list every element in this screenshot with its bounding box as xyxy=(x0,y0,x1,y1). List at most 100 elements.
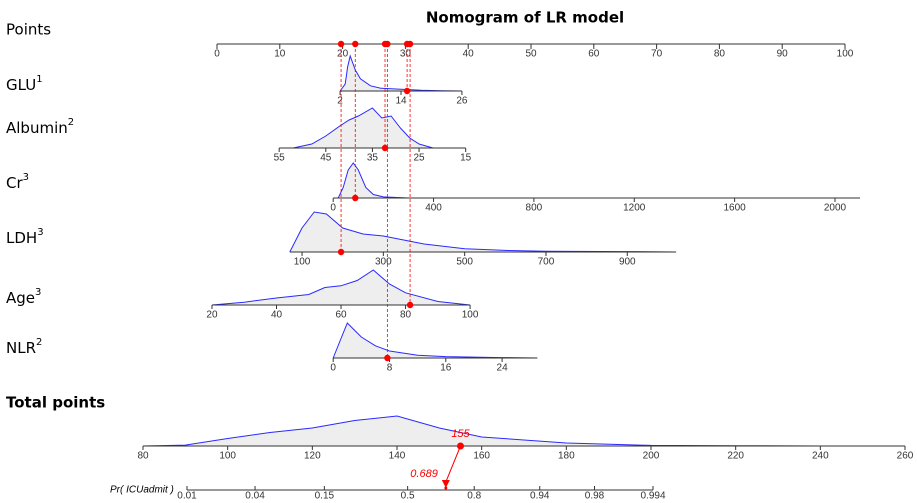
probability-marker xyxy=(444,486,448,490)
variable-name: Age xyxy=(6,289,35,307)
x-tick-label: 400 xyxy=(425,203,442,214)
row-label: NLR2 xyxy=(6,337,42,357)
x-tick-label: 0.01 xyxy=(177,491,197,502)
probability-value-label: 0.689 xyxy=(410,468,438,480)
x-tick-label: 0.04 xyxy=(245,491,265,502)
variable-superscript: 3 xyxy=(35,287,41,298)
density-line xyxy=(293,107,434,149)
x-tick-label: 60 xyxy=(588,49,600,60)
variable-name: NLR xyxy=(6,339,36,357)
patient-marker xyxy=(403,87,411,95)
x-tick-label: 0.994 xyxy=(640,491,665,502)
row-label: Age3 xyxy=(6,287,41,307)
x-tick-label: 300 xyxy=(375,257,392,268)
variable-name: GLU xyxy=(6,76,36,94)
x-tick-label: 0 xyxy=(214,49,220,60)
total-label: Total points xyxy=(6,394,105,412)
x-tick-label: 1200 xyxy=(623,203,646,214)
variable-name: Albumin xyxy=(6,119,68,137)
variable-superscript: 2 xyxy=(68,117,74,128)
x-tick-label: 120 xyxy=(304,451,321,462)
density-line xyxy=(337,162,409,199)
x-tick-label: 24 xyxy=(497,363,509,374)
x-tick-label: 20 xyxy=(337,49,349,60)
x-tick-label: 700 xyxy=(538,257,555,268)
density-area xyxy=(333,323,538,358)
x-tick-label: 90 xyxy=(777,49,789,60)
x-tick-label: 200 xyxy=(643,451,660,462)
arrow-head xyxy=(441,480,450,488)
density-area xyxy=(143,416,821,446)
x-tick-label: 1600 xyxy=(723,203,746,214)
x-tick-label: 100 xyxy=(462,310,479,321)
x-tick-label: 15 xyxy=(460,153,472,164)
row-label: Albumin2 xyxy=(6,117,74,137)
x-tick-label: 100 xyxy=(219,451,236,462)
x-tick-label: 10 xyxy=(274,49,286,60)
x-tick-label: 2000 xyxy=(824,203,847,214)
row-label: Cr3 xyxy=(6,172,29,192)
x-tick-label: 0 xyxy=(330,203,336,214)
density-line xyxy=(211,269,471,306)
patient-marker xyxy=(384,354,391,362)
density-area xyxy=(293,108,433,148)
x-tick-label: 180 xyxy=(558,451,575,462)
x-tick-label: 80 xyxy=(400,310,412,321)
x-tick-label: 0 xyxy=(330,363,336,374)
x-tick-label: 30 xyxy=(400,49,412,60)
x-tick-label: 16 xyxy=(440,363,452,374)
x-tick-label: 140 xyxy=(389,451,406,462)
x-tick-label: 50 xyxy=(525,49,537,60)
patient-points-marker xyxy=(352,40,359,48)
probability-label: Pr( ICUadmit ) xyxy=(110,485,174,496)
x-tick-label: 240 xyxy=(812,451,829,462)
density-area xyxy=(212,270,471,305)
variable-name: LDH xyxy=(6,229,37,247)
x-tick-label: 80 xyxy=(714,49,726,60)
patient-points-marker xyxy=(406,40,414,48)
x-tick-label: 500 xyxy=(456,257,473,268)
x-tick-label: 25 xyxy=(413,153,425,164)
x-tick-label: 2 xyxy=(337,96,343,107)
x-tick-label: 100 xyxy=(837,49,854,60)
variable-superscript: 3 xyxy=(37,227,43,238)
density-area xyxy=(340,56,462,91)
chart-title: Nomogram of LR model xyxy=(426,9,624,27)
density-line xyxy=(289,211,677,253)
x-tick-label: 260 xyxy=(897,451,914,462)
x-tick-label: 0.5 xyxy=(401,491,415,502)
density-line xyxy=(339,54,462,92)
x-tick-label: 40 xyxy=(271,310,283,321)
total-marker xyxy=(457,442,464,450)
x-tick-label: 100 xyxy=(294,257,311,268)
points-label: Points xyxy=(6,21,51,39)
x-tick-label: 0.94 xyxy=(530,491,550,502)
variable-superscript: 1 xyxy=(36,74,42,85)
x-tick-label: 0.98 xyxy=(585,491,605,502)
x-tick-label: 40 xyxy=(463,49,475,60)
row-label: LDH3 xyxy=(6,227,44,247)
density-line xyxy=(332,322,538,359)
x-tick-label: 220 xyxy=(727,451,744,462)
x-tick-label: 20 xyxy=(206,310,218,321)
patient-marker xyxy=(406,301,414,309)
x-tick-label: 0.8 xyxy=(467,491,481,502)
x-tick-label: 900 xyxy=(619,257,636,268)
density-area xyxy=(289,212,677,252)
guide-line xyxy=(445,445,461,483)
x-tick-label: 80 xyxy=(137,451,149,462)
x-tick-label: 45 xyxy=(320,153,332,164)
patient-marker xyxy=(337,248,345,256)
x-tick-label: 800 xyxy=(526,203,543,214)
patient-marker xyxy=(381,144,389,152)
density-area xyxy=(338,163,409,198)
patient-marker xyxy=(352,194,359,202)
x-tick-label: 0.15 xyxy=(315,491,335,502)
x-tick-label: 35 xyxy=(367,153,379,164)
x-tick-label: 160 xyxy=(473,451,490,462)
x-tick-label: 60 xyxy=(335,310,347,321)
patient-points-marker xyxy=(337,40,345,48)
density-line xyxy=(142,415,821,447)
x-tick-label: 55 xyxy=(274,153,286,164)
